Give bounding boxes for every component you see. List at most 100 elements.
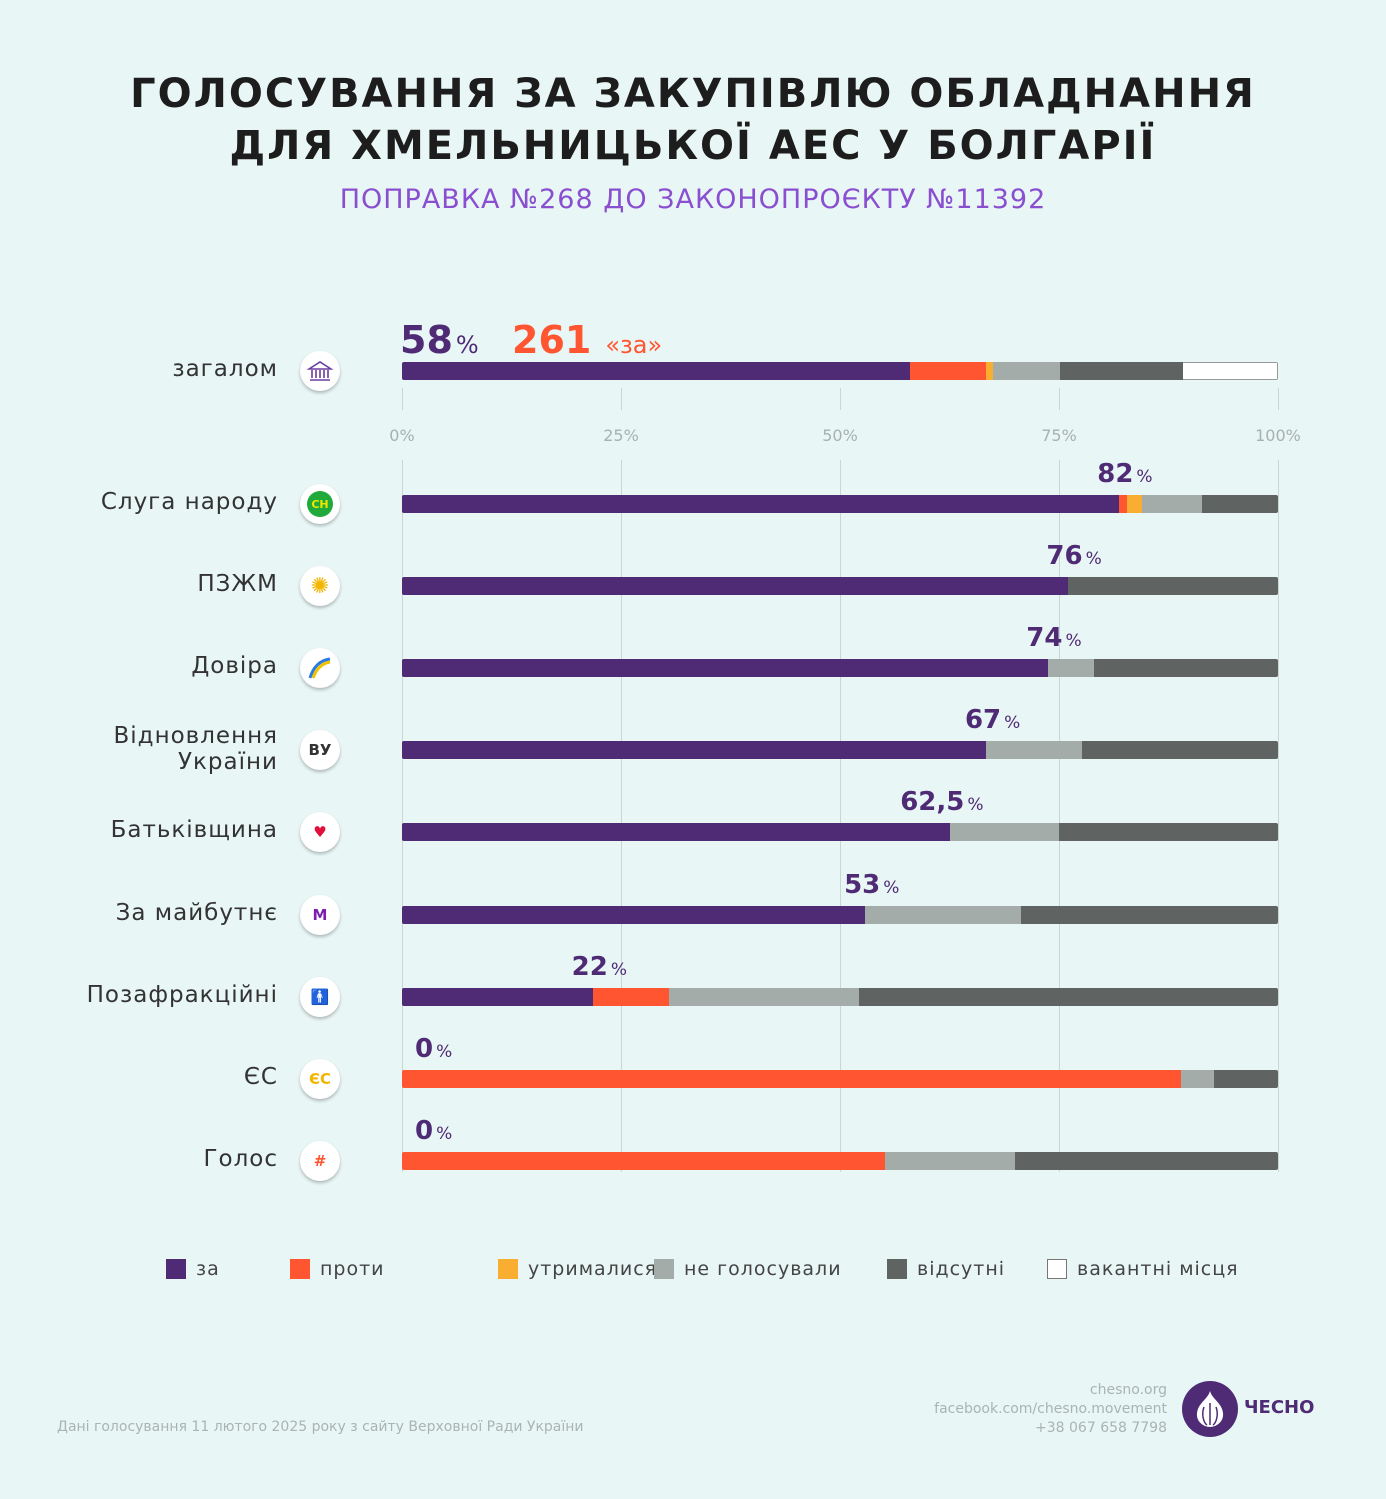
percent-value: 62,5: [900, 787, 965, 818]
sluha-narodu-logo-icon: СН: [300, 484, 340, 524]
bar-segment-4: [1059, 823, 1278, 842]
contacts: chesno.org facebook.com/chesno.movement …: [934, 1381, 1167, 1438]
heart-icon: ♥: [300, 812, 340, 853]
site-link[interactable]: chesno.org: [1089, 1382, 1167, 1398]
percent-sign: %: [610, 959, 627, 980]
gridline: [1278, 460, 1279, 1172]
bar-segment-3: [1180, 1069, 1215, 1088]
bar-segment-3: [993, 362, 1060, 380]
legend-label: не голосували: [684, 1258, 842, 1280]
count-label: «за»: [605, 331, 663, 359]
bar-segment-1: [402, 1151, 885, 1170]
percent-label: 62,5%: [900, 787, 983, 817]
icon-glyph: ♥: [313, 823, 327, 842]
holos-logo-icon: #: [300, 1140, 340, 1181]
icon-glyph: #: [313, 1151, 327, 1170]
percent-label: 74%: [1026, 623, 1081, 653]
legend-swatch: [166, 1259, 186, 1279]
percent-value: 76: [1046, 541, 1083, 572]
parliament-glyph: [307, 361, 333, 381]
legend-item: не голосували: [654, 1258, 842, 1280]
bar-segment-0: [402, 495, 1119, 513]
percent-label: 76%: [1046, 541, 1101, 571]
brand-name: ЧЕСНО: [1244, 1397, 1315, 1418]
m-check-icon: M: [300, 894, 340, 935]
chart-subtitle: ПОПРАВКА №268 ДО ЗАКОНОПРОЄКТУ №11392: [339, 184, 1047, 215]
bar-segment-4: [1201, 495, 1278, 513]
row-label: загалом: [172, 356, 278, 382]
gridline: [840, 460, 841, 1172]
percent-sign: %: [967, 795, 984, 816]
bar-segment-5: [1183, 362, 1278, 380]
percent-sign: %: [436, 1041, 453, 1062]
row-label: ЄС: [243, 1063, 278, 1090]
gridline: [1059, 388, 1060, 410]
person-icon: 🚹: [300, 976, 340, 1017]
legend-label: проти: [320, 1258, 385, 1280]
arc-glyph: [308, 657, 331, 679]
legend-swatch: [290, 1259, 310, 1279]
legend-label: відсутні: [917, 1258, 1006, 1280]
bar-segment-4: [859, 987, 1278, 1006]
stacked-bar: [402, 495, 1278, 513]
bar-segment-4: [1015, 1151, 1278, 1170]
percent-value: 22: [571, 951, 608, 982]
legend-item: відсутні: [887, 1258, 1005, 1280]
percent-value: 58: [400, 318, 453, 362]
stacked-bar: [402, 362, 1278, 380]
legend-label: за: [196, 1258, 220, 1280]
legend-item: вакантні місця: [1047, 1258, 1239, 1280]
bar-segment-1: [910, 362, 987, 380]
row-label: Відновлення України: [113, 723, 278, 776]
bar-segment-4: [1081, 741, 1278, 760]
percent-label: 82%: [1097, 459, 1152, 489]
bar-segment-2: [1127, 495, 1143, 513]
percent-value: 0: [415, 1115, 434, 1146]
percent-value: 67: [964, 705, 1002, 736]
title-line-1: ГОЛОСУВАННЯ ЗА ЗАКУПІВЛЮ ОБЛАДНАННЯ: [130, 71, 1256, 117]
garlic-logo-icon: [1182, 1381, 1238, 1437]
bar-segment-3: [884, 1151, 1016, 1170]
percent-label: 0%: [415, 1034, 452, 1064]
sunflower-icon: ✺: [300, 566, 340, 607]
bar-segment-4: [1067, 577, 1278, 596]
percent-value: 82: [1097, 459, 1134, 489]
row-label: Довіра: [191, 653, 278, 680]
percent-sign: %: [1065, 631, 1082, 652]
chart-title: ГОЛОСУВАННЯ ЗА ЗАКУПІВЛЮ ОБЛАДНАННЯ ДЛЯ …: [0, 68, 1386, 172]
icon-glyph: 🚹: [310, 987, 330, 1006]
gridline: [1278, 388, 1279, 410]
stacked-bar: [402, 659, 1278, 678]
dovira-arc-icon: [300, 648, 340, 689]
percent-label: 0%: [415, 1116, 452, 1146]
legend-swatch: [887, 1259, 907, 1279]
title-line-2: ДЛЯ ХМЕЛЬНИЦЬКОЇ АЕС У БОЛГАРІЇ: [229, 123, 1157, 169]
bar-segment-1: [592, 987, 670, 1006]
overall-percent: 58%: [400, 318, 479, 362]
icon-glyph: ЄС: [308, 1069, 332, 1088]
bar-segment-1: [402, 1069, 1181, 1088]
gridline: [402, 388, 403, 410]
bar-segment-4: [1021, 905, 1278, 924]
legend-label: утрималися: [528, 1258, 658, 1280]
bar-segment-2: [986, 362, 994, 380]
icon-glyph: СН: [307, 491, 333, 517]
bar-segment-0: [402, 659, 1048, 678]
percent-value: 74: [1026, 623, 1063, 654]
percent-sign: %: [1004, 713, 1021, 734]
bar-segment-0: [402, 823, 950, 842]
sunflower-glyph: ✺: [310, 573, 330, 599]
row-label: За майбутнє: [115, 899, 278, 926]
percent-value: 0: [415, 1033, 434, 1064]
bar-segment-4: [1214, 1069, 1278, 1088]
percent-sign: %: [436, 1123, 453, 1144]
x-tick-label: 75%: [1041, 426, 1077, 445]
stacked-bar: [402, 1069, 1278, 1088]
stacked-bar: [402, 1151, 1278, 1170]
stacked-bar: [402, 577, 1278, 596]
legend-swatch: [498, 1259, 518, 1279]
overall-count: 261 «за»: [512, 318, 662, 362]
bar-segment-0: [402, 577, 1068, 596]
facebook-link[interactable]: facebook.com/chesno.movement: [934, 1401, 1167, 1417]
source-note: Дані голосування 11 лютого 2025 року з с…: [57, 1419, 584, 1435]
